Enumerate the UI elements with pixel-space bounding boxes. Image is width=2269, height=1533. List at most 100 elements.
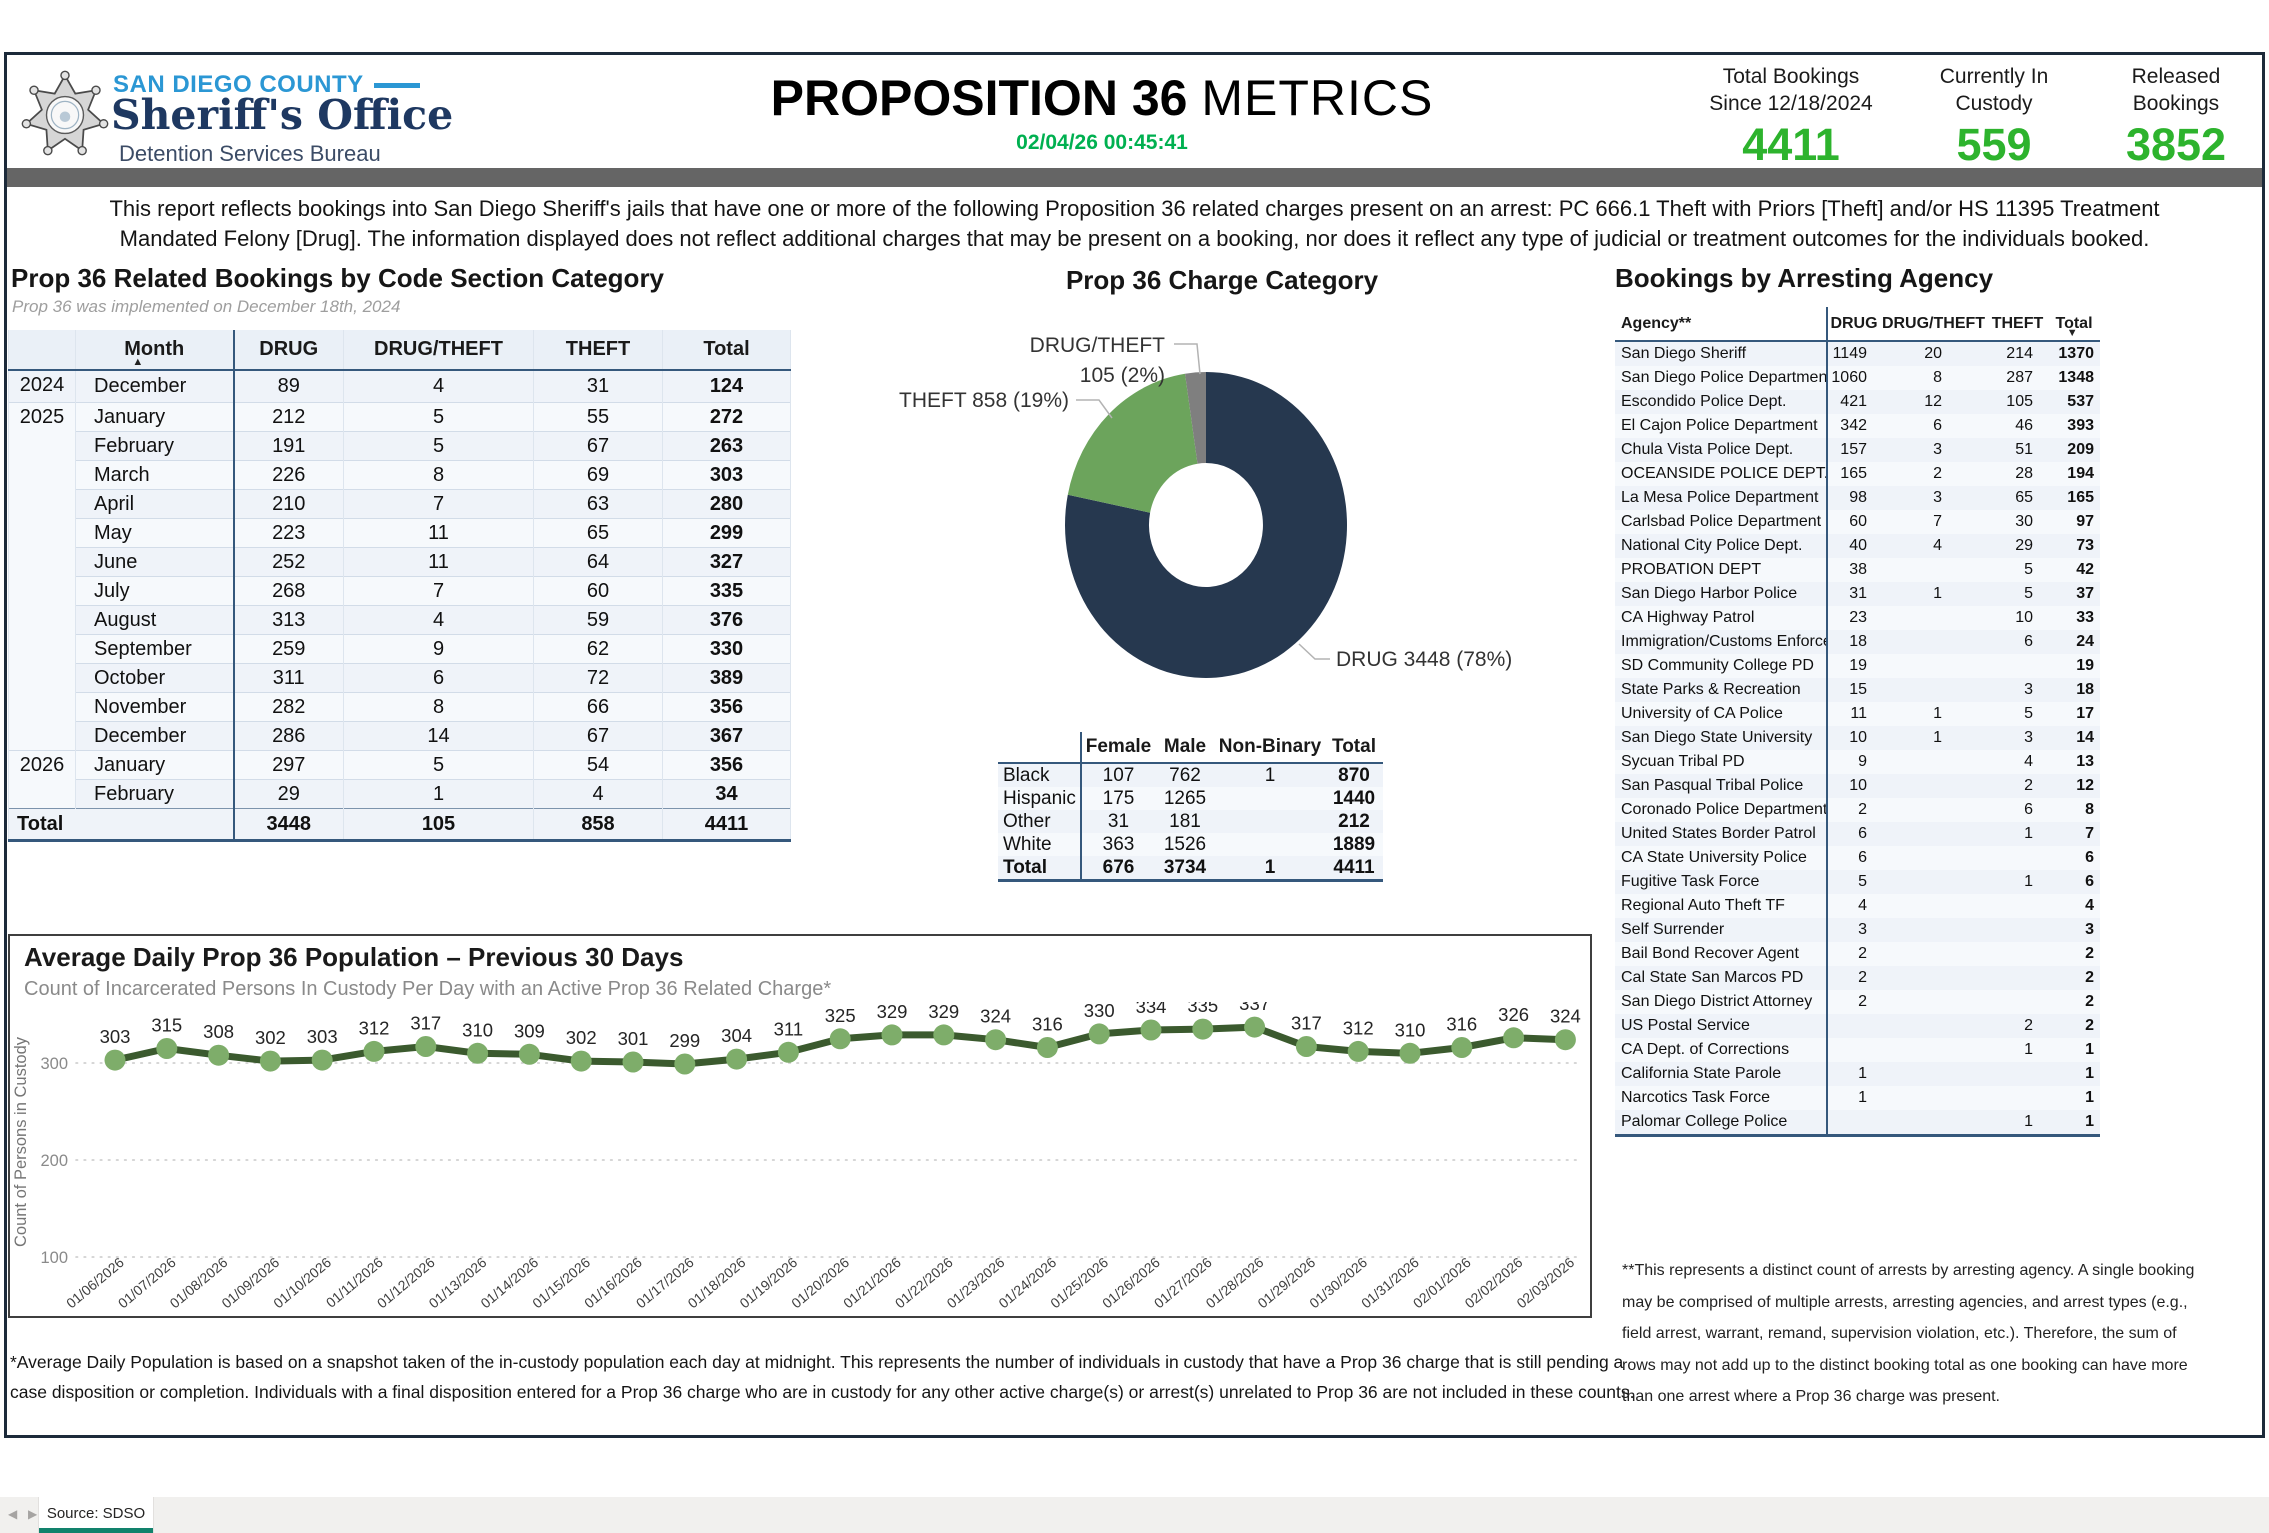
next-page-chevron-icon[interactable]: ▶ (28, 1507, 38, 1521)
table-row: May 223 11 65 299 (9, 518, 791, 548)
data-point[interactable] (415, 1036, 437, 1057)
table-row: October 311 6 72 389 (9, 663, 791, 693)
theft-cell: 1 (1987, 1038, 2048, 1062)
data-point[interactable] (363, 1040, 385, 1062)
data-point[interactable] (467, 1042, 489, 1064)
agency-cell: Sycuan Tribal PD (1615, 750, 1827, 774)
table-row: Fugitive Task Force 5 1 6 (1615, 870, 2100, 894)
data-point[interactable] (1503, 1027, 1525, 1049)
drug-total: 3448 (232, 808, 344, 842)
drug-theft-cell: 1 (1880, 726, 1987, 750)
column-header-total[interactable]: Total (1325, 732, 1383, 764)
data-point[interactable] (1088, 1023, 1110, 1045)
data-point[interactable] (104, 1049, 126, 1071)
column-header-race[interactable] (998, 732, 1081, 764)
table-row: US Postal Service 2 2 (1615, 1014, 2100, 1038)
drug-cell: 10 (1826, 774, 1880, 798)
data-label: 317 (410, 1013, 441, 1034)
theft-cell: 66 (533, 692, 663, 722)
tab-label: Source: SDSO (46, 1505, 146, 1522)
column-header-total[interactable]: Total ▼ (2048, 307, 2100, 342)
data-point[interactable] (1295, 1036, 1317, 1057)
drug-theft-cell: 4 (1880, 534, 1987, 558)
theft-cell (1987, 1086, 2048, 1110)
data-point[interactable] (1347, 1040, 1369, 1062)
data-point[interactable] (829, 1028, 851, 1050)
column-header-female[interactable]: Female (1080, 732, 1155, 764)
data-point[interactable] (1554, 1029, 1576, 1051)
table-row: 2026 January 297 5 54 356 (8, 750, 791, 809)
count-cell: 1889 (1325, 833, 1383, 856)
drug-theft-cell: 1 (1880, 702, 1987, 726)
data-point[interactable] (985, 1029, 1007, 1051)
data-label: 303 (100, 1026, 131, 1047)
table-row: 2025 January 212 5 55 272 (8, 402, 791, 751)
data-point[interactable] (1192, 1018, 1214, 1040)
data-point[interactable] (570, 1050, 592, 1072)
column-header-month[interactable]: Month ▲ (75, 330, 234, 371)
sort-descending-icon: ▼ (2066, 327, 2078, 339)
data-point[interactable] (1451, 1037, 1473, 1058)
data-point[interactable] (1140, 1019, 1162, 1041)
data-point[interactable] (674, 1053, 696, 1075)
column-header-male[interactable]: Male (1155, 732, 1215, 764)
data-point[interactable] (1036, 1037, 1058, 1058)
data-point[interactable] (156, 1038, 178, 1059)
drug-theft-cell: 3 (1880, 438, 1987, 462)
data-point[interactable] (726, 1048, 748, 1070)
theft-cell: 55 (533, 402, 663, 432)
total-cell: 1 (2048, 1062, 2100, 1086)
agency-cell: CA State University Police (1615, 846, 1827, 870)
data-point[interactable] (208, 1044, 230, 1066)
donut-slice-theft[interactable] (1067, 373, 1198, 513)
total-cell: 1 (2048, 1038, 2100, 1062)
data-point[interactable] (1244, 1016, 1266, 1038)
column-header-drug[interactable]: DRUG (232, 330, 344, 371)
table-row: November 282 8 66 356 (9, 692, 791, 722)
data-point[interactable] (622, 1051, 644, 1073)
column-header-year[interactable] (8, 330, 76, 371)
data-point[interactable] (1399, 1042, 1421, 1064)
drug-theft-cell (1880, 654, 1987, 678)
column-header-drug[interactable]: DRUG (1826, 307, 1880, 342)
drug-theft-cell (1880, 630, 1987, 654)
drug-cell: 157 (1826, 438, 1880, 462)
total-cell: 2 (2048, 966, 2100, 990)
theft-cell (1987, 1062, 2048, 1086)
donut-slice-drug[interactable] (1065, 372, 1348, 678)
column-header-drug-theft[interactable]: DRUG/THEFT (1880, 307, 1987, 342)
drug-theft-cell (1880, 750, 1987, 774)
theft-cell: 2 (1987, 1014, 2048, 1038)
race-cell: White (998, 833, 1081, 856)
data-point[interactable] (933, 1024, 955, 1046)
column-header-non-binary[interactable]: Non-Binary (1215, 732, 1325, 764)
drug-theft-cell (1880, 846, 1987, 870)
donut-slice-drug-theft[interactable] (1185, 372, 1206, 464)
previous-page-chevron-icon[interactable]: ◀ (8, 1507, 18, 1521)
data-point[interactable] (259, 1050, 281, 1072)
drug-cell: 252 (232, 547, 344, 577)
drug-cell: 1149 (1826, 341, 1880, 366)
badge-point (60, 70, 70, 81)
drug-cell: 311 (232, 663, 344, 693)
data-point[interactable] (311, 1049, 333, 1071)
drug-theft-cell: 11 (343, 518, 534, 548)
table-row: June 252 11 64 327 (9, 547, 791, 577)
drug-cell: 89 (232, 369, 344, 403)
column-header-drug-theft[interactable]: DRUG/THEFT (343, 330, 534, 371)
column-header-theft[interactable]: THEFT (533, 330, 663, 371)
data-point[interactable] (777, 1041, 799, 1063)
agency-name: Sheriff's Office (111, 91, 454, 139)
data-point[interactable] (881, 1024, 903, 1046)
drug-theft-cell: 8 (343, 460, 534, 490)
tab-source-sdso[interactable]: Source: SDSO (38, 1497, 154, 1533)
column-header-theft[interactable]: THEFT (1987, 307, 2048, 342)
total-cell: 19 (2048, 654, 2100, 678)
column-header-agency[interactable]: Agency** (1615, 307, 1827, 342)
data-label: 337 (1239, 1002, 1270, 1014)
data-point[interactable] (518, 1043, 540, 1065)
theft-cell (1987, 654, 2048, 678)
theft-cell: 64 (533, 547, 663, 577)
column-header-total[interactable]: Total (662, 330, 791, 371)
agency-cell: San Diego District Attorney (1615, 990, 1827, 1014)
